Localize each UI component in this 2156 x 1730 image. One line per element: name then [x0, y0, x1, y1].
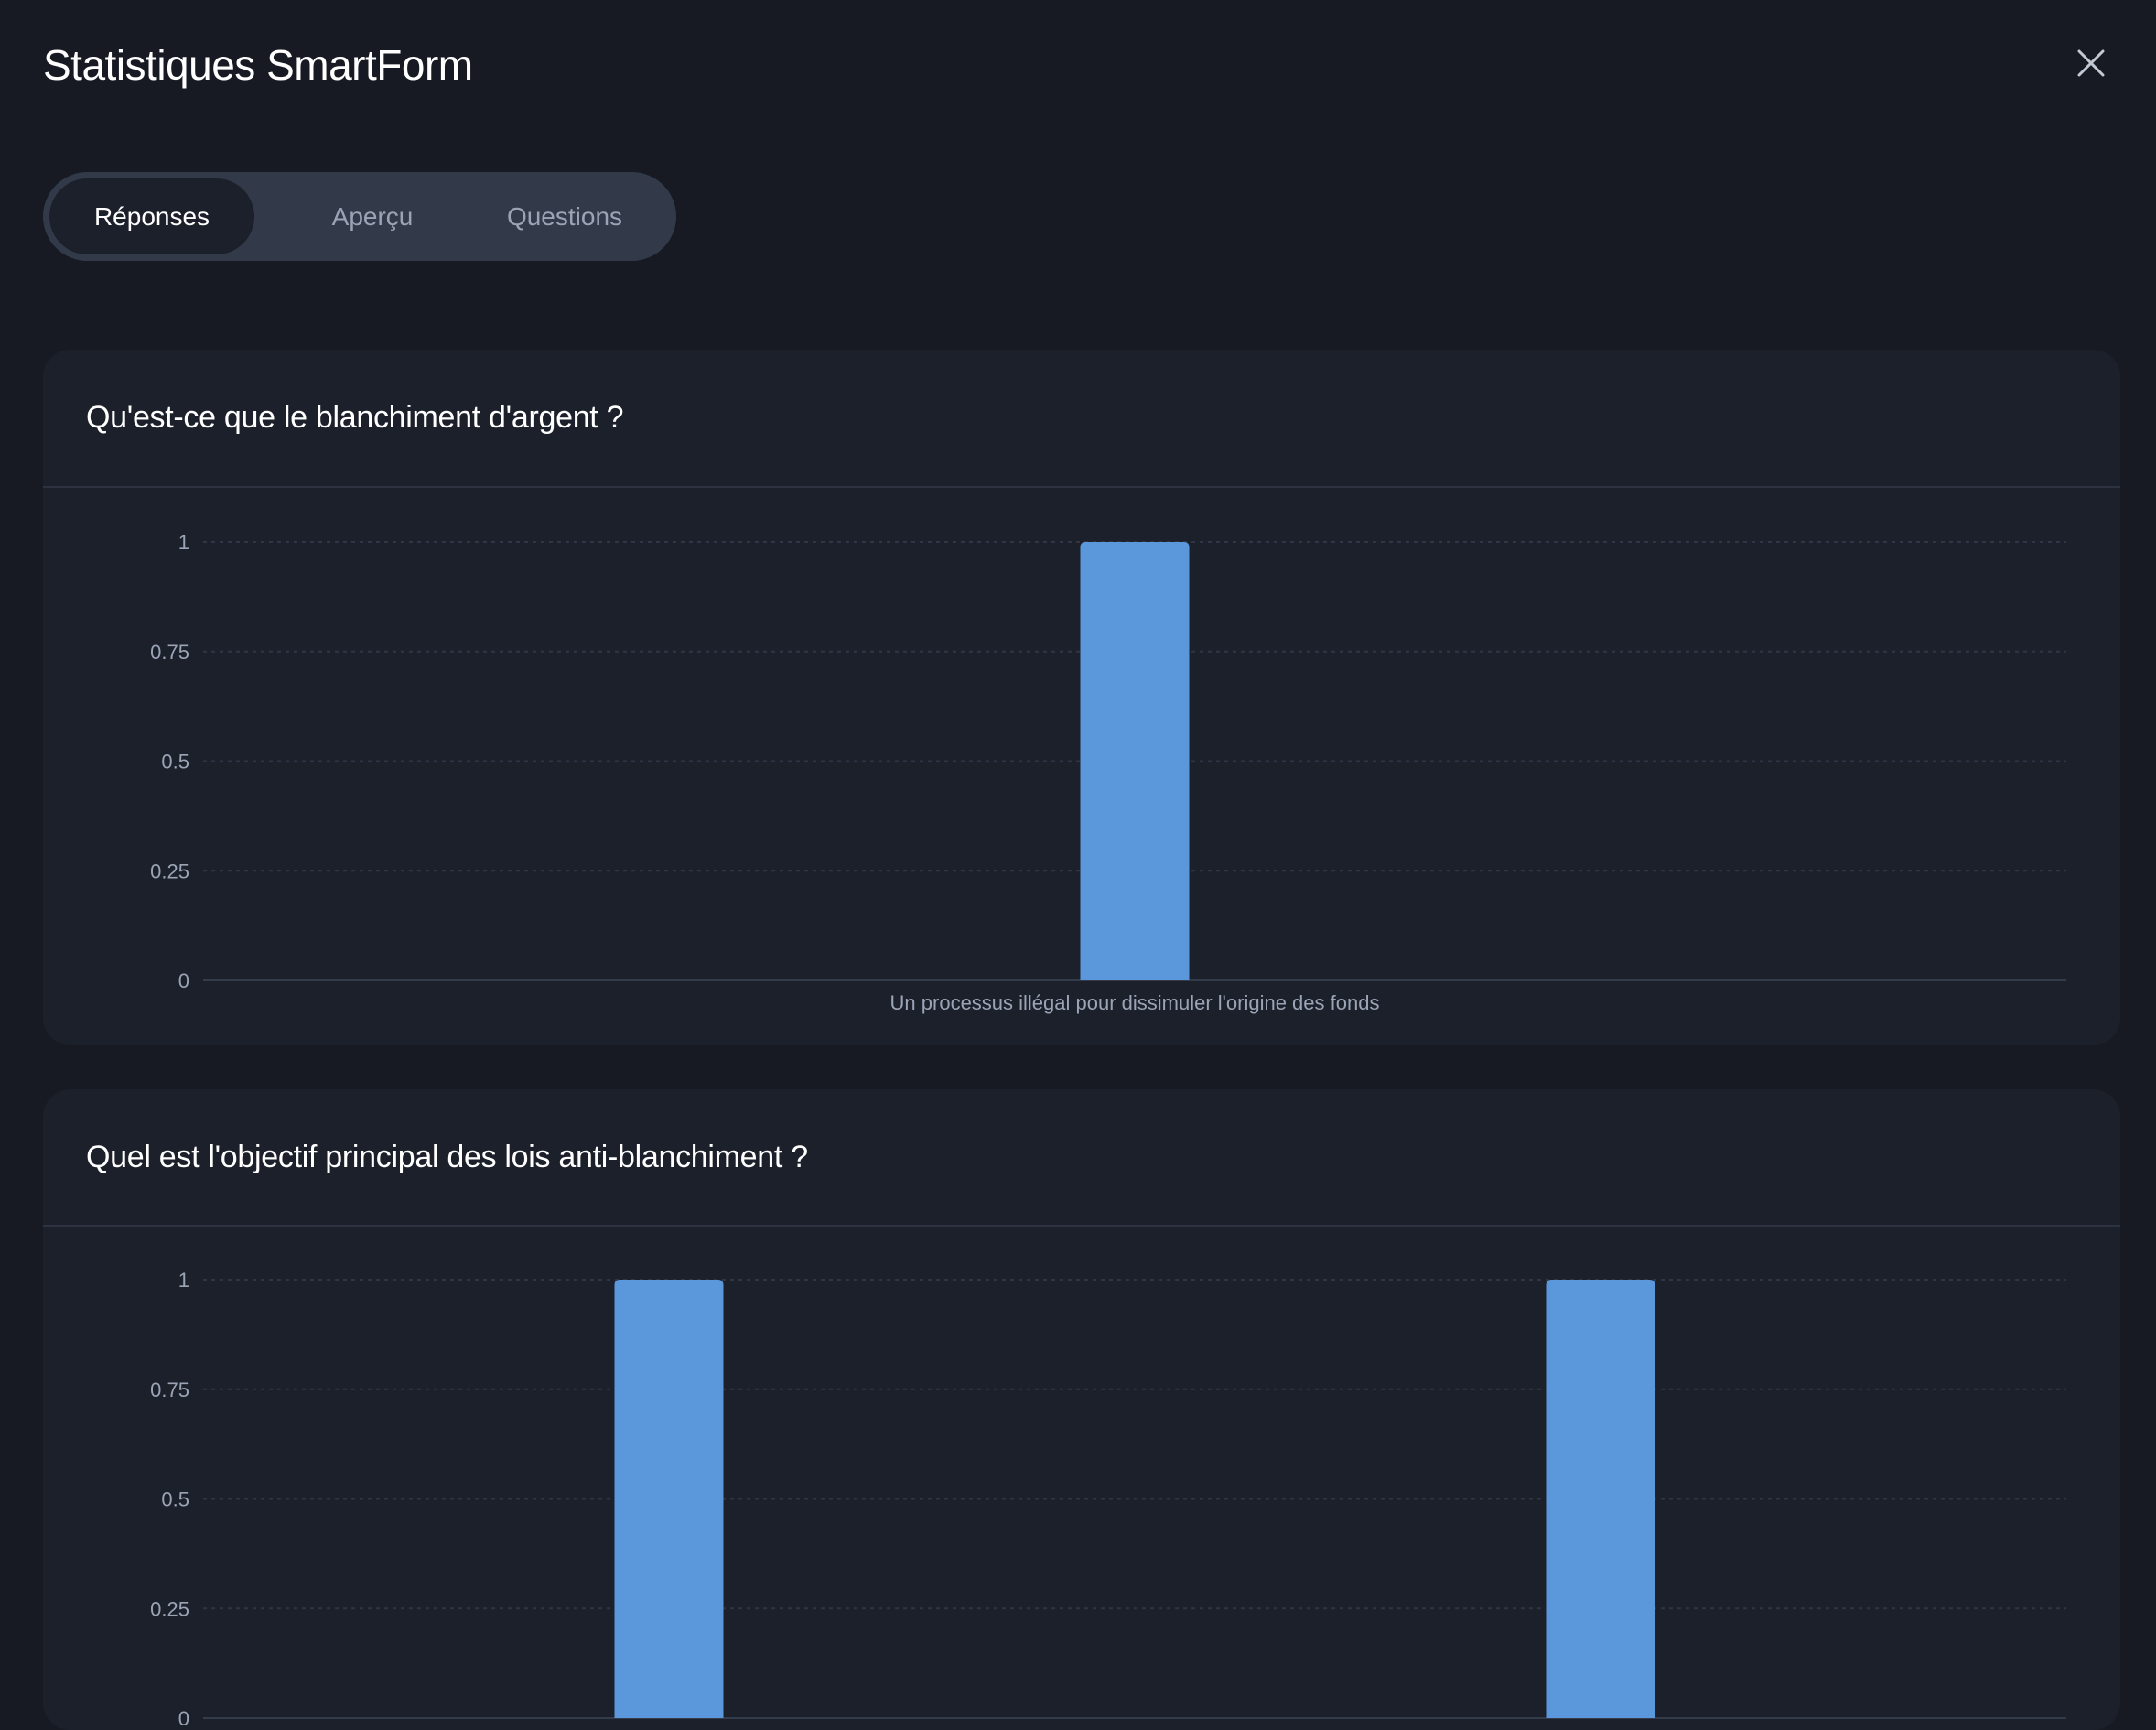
y-tick-label: 0	[178, 969, 189, 992]
x-tick-label: Un processus illégal pour dissimuler l'o…	[890, 991, 1380, 1014]
y-tick-label: 0.5	[161, 1488, 189, 1511]
y-tick-label: 1	[178, 1269, 189, 1292]
divider	[43, 1225, 2120, 1227]
question-title: Qu'est-ce que le blanchiment d'argent ?	[86, 400, 624, 435]
y-tick-label: 0.75	[150, 1379, 189, 1401]
y-tick-label: 0.25	[150, 860, 189, 882]
y-tick-label: 1	[178, 531, 189, 554]
tab-questions[interactable]: Questions	[506, 202, 623, 231]
bar	[1080, 542, 1190, 980]
question-card: Qu'est-ce que le blanchiment d'argent ? …	[43, 350, 2120, 1045]
question-card: Quel est l'objectif principal des lois a…	[43, 1089, 2120, 1730]
tab-reponses[interactable]: Réponses	[49, 178, 254, 254]
bar	[1546, 1280, 1655, 1718]
tab-bar: Réponses Aperçu Questions	[43, 172, 676, 261]
y-tick-label: 0.5	[161, 751, 189, 773]
divider	[43, 486, 2120, 488]
bar-chart: 0 0.25 0.5 0.75 1	[150, 1269, 2066, 1730]
y-tick-label: 0	[178, 1707, 189, 1730]
question-title: Quel est l'objectif principal des lois a…	[86, 1140, 808, 1174]
page-title: Statistiques SmartForm	[43, 41, 473, 89]
close-icon[interactable]	[2075, 48, 2107, 79]
tab-apercu[interactable]: Aperçu	[331, 202, 414, 231]
bar-chart: 0 0.25 0.5 0.75 1 Un processus illégal pour d…	[150, 531, 2066, 1014]
y-tick-label: 0.75	[150, 641, 189, 664]
y-tick-label: 0.25	[150, 1597, 189, 1620]
bar	[614, 1280, 724, 1718]
